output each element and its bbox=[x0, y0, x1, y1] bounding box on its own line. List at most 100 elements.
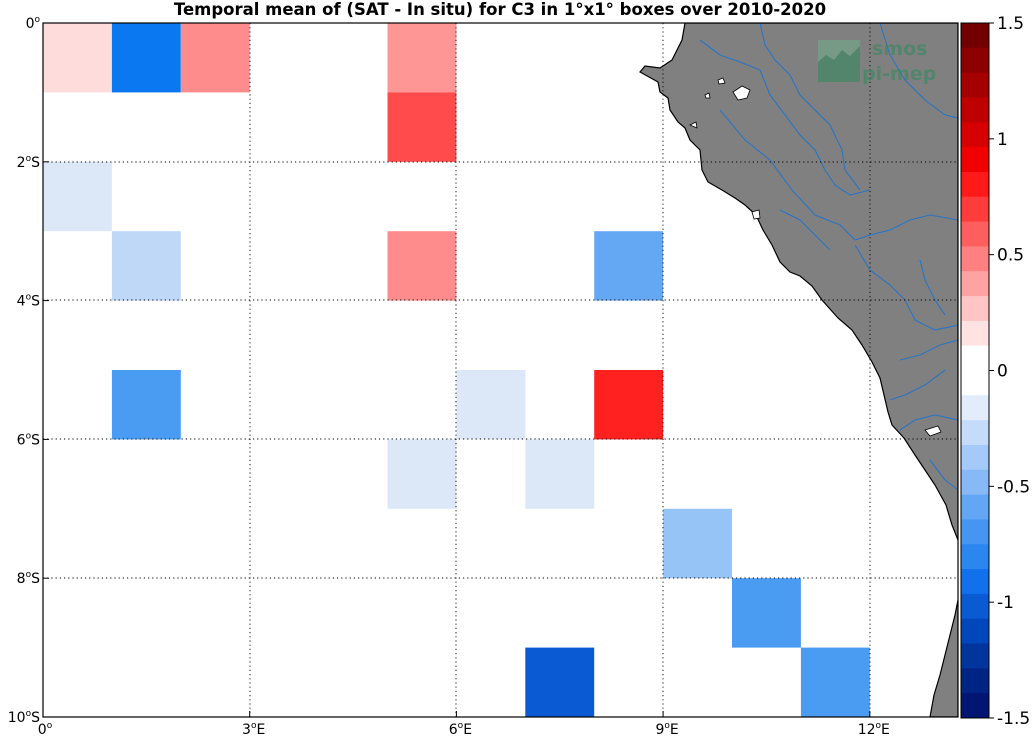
data-box bbox=[111, 370, 181, 440]
tick-degree-sign: o bbox=[26, 570, 32, 580]
colorbar-tick-label: 1.5 bbox=[997, 14, 1024, 34]
colorbar-segment bbox=[961, 668, 989, 694]
tick-label: 3oE bbox=[242, 721, 265, 738]
tick-degree: 2 bbox=[17, 155, 26, 171]
colorbar-tick-label: 1 bbox=[997, 130, 1008, 150]
colorbar-segment bbox=[961, 122, 989, 148]
tick-degree: 6 bbox=[17, 432, 26, 448]
colorbar-segment bbox=[961, 544, 989, 570]
tick-label: 12oE bbox=[858, 721, 890, 738]
tick-label: 0o bbox=[38, 721, 53, 738]
tick-label: 6oS bbox=[17, 431, 40, 448]
tick-degree-sign: o bbox=[26, 293, 32, 303]
tick-hemisphere: S bbox=[31, 710, 40, 726]
tick-label: 0o bbox=[26, 15, 41, 32]
salinity-boxes bbox=[43, 23, 870, 717]
tick-degree: 0 bbox=[38, 722, 47, 738]
colorbar-segment bbox=[961, 618, 989, 645]
tick-hemisphere: E bbox=[256, 722, 265, 738]
land-mass bbox=[639, 23, 958, 717]
colorbar-segment bbox=[961, 569, 989, 595]
colorbar-segment bbox=[961, 97, 989, 123]
colorbar-segment bbox=[961, 370, 989, 396]
data-box bbox=[387, 231, 457, 301]
colorbar-segment bbox=[961, 395, 989, 421]
tick-degree-sign: o bbox=[34, 15, 40, 25]
colorbar-segment bbox=[961, 147, 989, 173]
tick-label: 9oE bbox=[655, 721, 678, 738]
data-box bbox=[180, 23, 250, 93]
data-box bbox=[111, 23, 181, 93]
colorbar-tick-label: -1 bbox=[997, 593, 1014, 613]
tick-degree-sign: o bbox=[876, 721, 882, 731]
colorbar-segment bbox=[961, 246, 989, 272]
colorbar-segment bbox=[961, 221, 989, 247]
tick-hemisphere: S bbox=[31, 294, 40, 310]
tick-hemisphere: E bbox=[670, 722, 679, 738]
colorbar-segment bbox=[961, 519, 989, 545]
colorbar-tick-label: -0.5 bbox=[997, 477, 1030, 497]
colorbar-segment bbox=[961, 47, 989, 74]
tick-degree-sign: o bbox=[26, 431, 32, 441]
tick-hemisphere: E bbox=[881, 722, 890, 738]
colorbar-segment bbox=[961, 296, 989, 322]
south-america-coast-south bbox=[929, 599, 958, 717]
tick-hemisphere: S bbox=[31, 571, 40, 587]
tick-degree: 12 bbox=[858, 722, 876, 738]
tick-degree: 10 bbox=[8, 710, 26, 726]
colorbar bbox=[961, 23, 989, 719]
logo-line1: smos bbox=[872, 38, 927, 60]
data-box bbox=[800, 647, 870, 717]
colorbar-segment bbox=[961, 693, 989, 719]
data-box bbox=[43, 23, 112, 93]
tick-degree-sign: o bbox=[664, 721, 670, 731]
plot-frame bbox=[42, 22, 959, 718]
colorbar-segment bbox=[961, 469, 989, 496]
smos-logo: smos pi-mep bbox=[818, 38, 936, 85]
tick-hemisphere: S bbox=[31, 432, 40, 448]
data-box bbox=[387, 439, 457, 509]
lakes bbox=[689, 77, 942, 437]
data-box bbox=[387, 23, 457, 93]
data-box bbox=[111, 231, 181, 301]
data-box bbox=[387, 92, 457, 162]
tick-degree-sign: o bbox=[47, 721, 53, 731]
colorbar-segment bbox=[961, 23, 989, 49]
colorbar-segment bbox=[961, 593, 989, 620]
tick-degree-sign: o bbox=[26, 709, 32, 719]
south-america-coast bbox=[639, 23, 958, 541]
tick-degree: 9 bbox=[655, 722, 664, 738]
tick-hemisphere: S bbox=[31, 155, 40, 171]
data-box bbox=[525, 647, 595, 717]
colorbar-segment bbox=[961, 643, 989, 669]
map-title: Temporal mean of (SAT - In situ) for C3 … bbox=[173, 0, 827, 19]
colorbar-segment bbox=[961, 444, 989, 471]
colorbar-segment bbox=[961, 420, 989, 446]
data-box bbox=[43, 161, 112, 232]
colorbar-ticks: 1.5 1 0.5 0 -0.5 -1 -1.5 bbox=[989, 14, 1030, 729]
colorbar-segment bbox=[961, 196, 989, 223]
data-box bbox=[663, 508, 732, 579]
tick-label: 6oE bbox=[449, 721, 472, 738]
colorbar-segment bbox=[961, 494, 989, 520]
colorbar-segment bbox=[961, 345, 989, 371]
data-box bbox=[456, 370, 526, 440]
data-box bbox=[594, 231, 664, 301]
tick-degree-sign: o bbox=[251, 721, 257, 731]
colorbar-tick-label: 0.5 bbox=[997, 246, 1024, 266]
data-box bbox=[732, 578, 801, 648]
tick-degree-sign: o bbox=[458, 721, 464, 731]
colorbar-segment bbox=[961, 271, 989, 297]
tick-hemisphere: E bbox=[463, 722, 472, 738]
colorbar-segment bbox=[961, 72, 989, 98]
tick-degree: 8 bbox=[17, 571, 26, 587]
tick-degree: 6 bbox=[449, 722, 458, 738]
tick-label: 4oS bbox=[17, 293, 40, 310]
tick-degree: 4 bbox=[17, 294, 26, 310]
colorbar-segment bbox=[961, 171, 989, 198]
data-box bbox=[594, 370, 664, 440]
tick-label: 8oS bbox=[17, 570, 40, 587]
rivers bbox=[699, 23, 958, 491]
x-axis-ticks: 0o 3oE 6oE 9oE 12oE bbox=[38, 711, 890, 738]
